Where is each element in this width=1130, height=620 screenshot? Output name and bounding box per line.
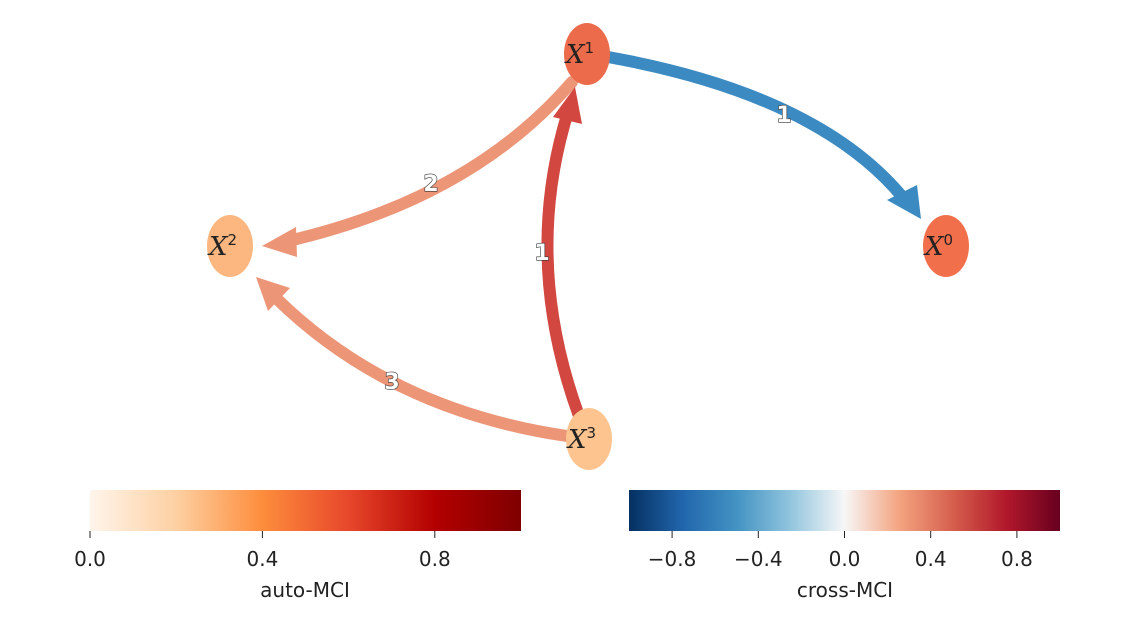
edge-x3-x1[interactable]: 1 <box>534 87 585 422</box>
edge-x1-x0[interactable]: 1 <box>602 51 921 219</box>
colorbar-cross-tick-label: −0.4 <box>734 547 783 571</box>
node-x0[interactable]: X0 <box>923 215 969 277</box>
edge-x3-x2-arrowhead <box>256 277 290 311</box>
node-x3[interactable]: X3 <box>566 408 612 470</box>
colorbar-cross: −0.8 −0.4 0.0 0.4 0.8 cross-MCI <box>629 490 1060 602</box>
node-x0-sup: 0 <box>943 231 953 249</box>
node-x2-sup: 2 <box>227 231 237 249</box>
colorbar-auto-gradient <box>90 490 521 531</box>
edge-x3-x2-line <box>270 292 573 442</box>
colorbar-auto-tick-label: 0.8 <box>419 547 451 571</box>
node-x2[interactable]: X2 <box>207 215 253 277</box>
edge-x1-x0-label: 1 <box>776 103 791 128</box>
edge-x1-x2-label: 2 <box>423 172 438 197</box>
node-x0-base: X <box>923 232 945 262</box>
colorbar-auto-title: auto-MCI <box>260 578 350 602</box>
node-x3-base: X <box>566 425 588 455</box>
node-x2-label: X2 <box>207 231 237 262</box>
node-x1-sup: 1 <box>584 39 594 57</box>
colorbar-auto: 0.0 0.4 0.8 auto-MCI <box>74 490 521 602</box>
edge-x3-x1-label: 1 <box>534 241 549 266</box>
colorbar-cross-tick-label: −0.8 <box>648 547 697 571</box>
edges: 1 2 1 3 <box>256 51 921 442</box>
colorbar-auto-tick-label: 0.0 <box>74 547 106 571</box>
colorbar-cross-tick-label: 0.0 <box>829 547 861 571</box>
edge-x3-x2[interactable]: 3 <box>256 277 573 442</box>
node-x3-label: X3 <box>566 424 596 455</box>
colorbar-cross-tick-label: 0.8 <box>1001 547 1033 571</box>
edge-x1-x2-line <box>278 76 578 248</box>
colorbar-cross-title: cross-MCI <box>797 578 893 602</box>
node-x3-circle <box>566 408 612 470</box>
nodes: X1 X2 X3 X0 <box>207 23 969 470</box>
node-x1[interactable]: X1 <box>564 23 610 85</box>
edge-x3-x1-line <box>541 106 585 422</box>
colorbar-auto-ticks: 0.0 0.4 0.8 <box>74 531 451 571</box>
edge-x1-x2-arrowhead <box>262 227 297 257</box>
edge-x1-x2[interactable]: 2 <box>262 76 578 257</box>
node-x3-sup: 3 <box>586 424 596 442</box>
edge-x3-x1-arrowhead <box>553 87 582 124</box>
node-x1-base: X <box>564 40 586 70</box>
colorbar-cross-gradient <box>629 490 1060 531</box>
node-x1-circle <box>564 23 610 85</box>
edge-x1-x0-line <box>602 51 911 206</box>
node-x2-base: X <box>207 232 229 262</box>
node-x0-circle <box>923 215 969 277</box>
node-x1-label: X1 <box>564 39 594 70</box>
edge-x1-x0-arrowhead <box>887 185 921 219</box>
node-x2-circle <box>207 215 253 277</box>
node-x0-label: X0 <box>923 231 953 262</box>
colorbar-cross-tick-label: 0.4 <box>915 547 947 571</box>
colorbar-cross-ticks: −0.8 −0.4 0.0 0.4 0.8 <box>648 531 1033 571</box>
colorbar-auto-tick-label: 0.4 <box>246 547 278 571</box>
edge-x3-x2-label: 3 <box>384 370 399 395</box>
